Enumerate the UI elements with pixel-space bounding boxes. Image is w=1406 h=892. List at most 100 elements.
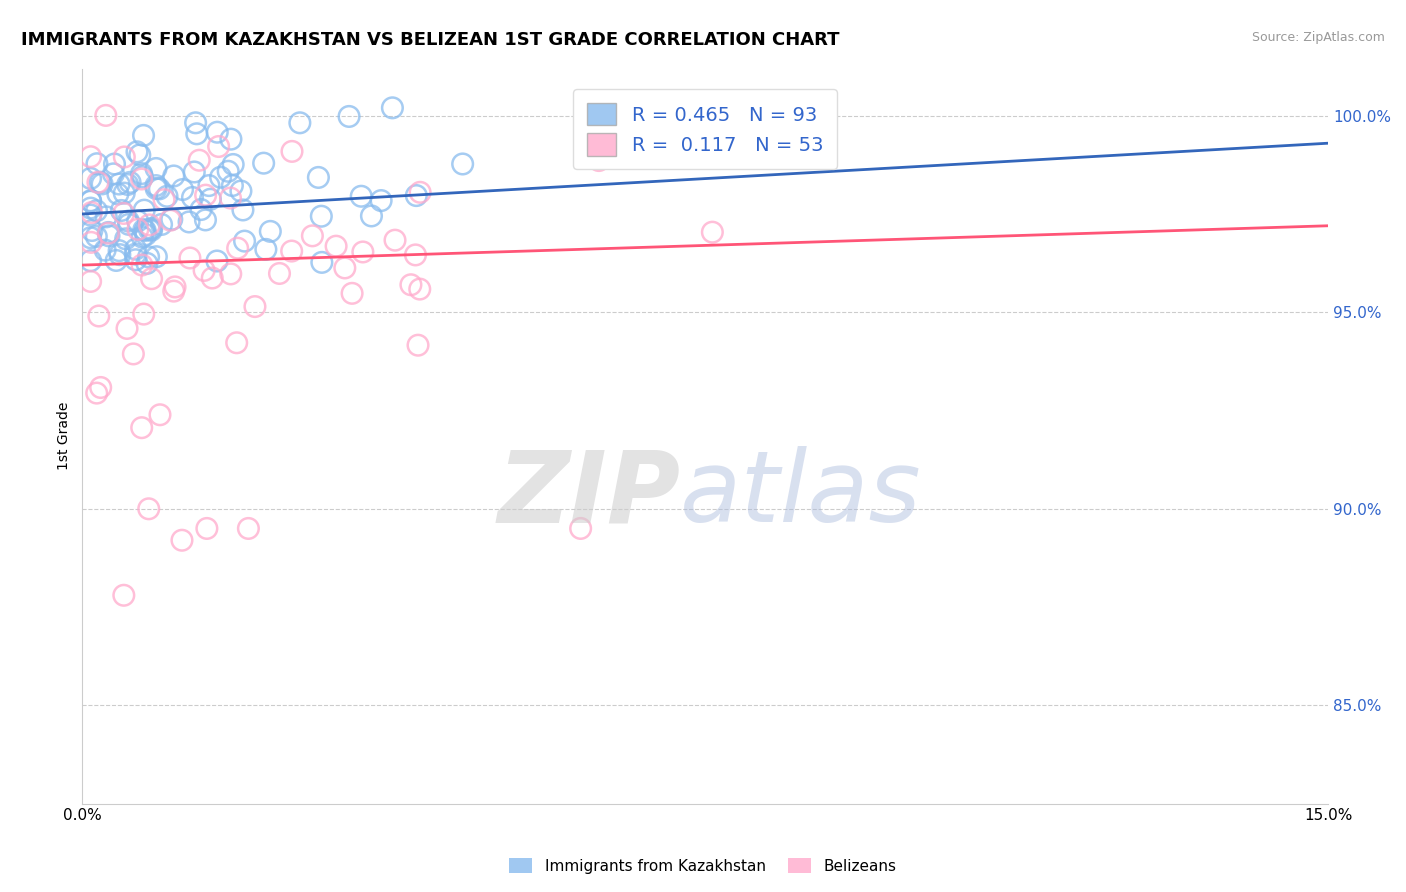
Point: [149, 408, 172, 422]
Point: [360, 209, 382, 223]
Point: [131, 230, 153, 244]
Point: [107, 186, 129, 201]
Point: [207, 139, 229, 153]
Point: [172, 183, 194, 197]
Point: [134, 223, 156, 237]
Point: [86, 157, 108, 171]
Point: [79, 171, 101, 186]
Point: [253, 156, 276, 170]
Point: [181, 190, 204, 204]
Point: [225, 335, 247, 350]
Point: [138, 223, 160, 237]
Point: [127, 222, 149, 236]
Point: [117, 214, 139, 228]
Point: [87, 309, 110, 323]
Point: [219, 267, 242, 281]
Point: [125, 252, 148, 267]
Point: [200, 192, 222, 206]
Point: [238, 521, 260, 535]
Point: [91, 177, 114, 191]
Point: [135, 227, 157, 242]
Point: [80, 235, 103, 250]
Point: [131, 420, 153, 434]
Point: [150, 218, 173, 232]
Point: [219, 132, 242, 146]
Point: [588, 153, 610, 168]
Point: [79, 201, 101, 215]
Point: [243, 300, 266, 314]
Point: [259, 224, 281, 238]
Point: [381, 101, 404, 115]
Point: [399, 277, 422, 292]
Point: [94, 108, 117, 122]
Point: [112, 150, 135, 164]
Legend: R = 0.465   N = 93, R =  0.117   N = 53: R = 0.465 N = 93, R = 0.117 N = 53: [574, 89, 837, 169]
Point: [110, 203, 132, 218]
Point: [117, 178, 139, 192]
Point: [108, 177, 131, 191]
Point: [233, 234, 256, 248]
Point: [201, 271, 224, 285]
Point: [311, 255, 333, 269]
Point: [79, 231, 101, 245]
Point: [254, 243, 277, 257]
Point: [141, 271, 163, 285]
Point: [79, 275, 101, 289]
Point: [80, 205, 103, 219]
Point: [131, 258, 153, 272]
Point: [79, 194, 101, 208]
Point: [229, 184, 252, 198]
Point: [156, 189, 179, 203]
Point: [190, 202, 212, 217]
Point: [702, 225, 724, 239]
Point: [131, 167, 153, 181]
Point: [138, 218, 160, 232]
Point: [108, 247, 131, 261]
Point: [97, 226, 120, 240]
Point: [118, 218, 141, 232]
Point: [89, 175, 111, 189]
Point: [103, 167, 125, 181]
Point: [120, 175, 142, 189]
Point: [184, 116, 207, 130]
Point: [90, 380, 112, 394]
Point: [194, 213, 217, 227]
Point: [114, 232, 136, 246]
Y-axis label: 1st Grade: 1st Grade: [58, 402, 72, 470]
Point: [177, 215, 200, 229]
Point: [288, 116, 311, 130]
Point: [134, 203, 156, 218]
Point: [163, 280, 186, 294]
Point: [217, 164, 239, 178]
Point: [350, 189, 373, 203]
Point: [138, 501, 160, 516]
Point: [209, 170, 232, 185]
Point: [352, 244, 374, 259]
Point: [409, 186, 432, 200]
Point: [145, 161, 167, 176]
Point: [87, 175, 110, 189]
Point: [108, 244, 131, 258]
Point: [79, 194, 101, 209]
Point: [125, 145, 148, 159]
Point: [112, 588, 135, 602]
Point: [127, 214, 149, 228]
Point: [84, 229, 107, 244]
Point: [222, 157, 245, 171]
Point: [163, 169, 186, 183]
Point: [94, 243, 117, 257]
Point: [405, 188, 427, 202]
Point: [232, 202, 254, 217]
Point: [186, 127, 208, 141]
Point: [112, 206, 135, 220]
Point: [122, 347, 145, 361]
Point: [179, 251, 201, 265]
Point: [98, 228, 121, 243]
Point: [145, 250, 167, 264]
Point: [153, 193, 176, 207]
Point: [221, 178, 243, 193]
Point: [80, 223, 103, 237]
Point: [337, 110, 360, 124]
Point: [131, 172, 153, 186]
Text: atlas: atlas: [681, 446, 922, 543]
